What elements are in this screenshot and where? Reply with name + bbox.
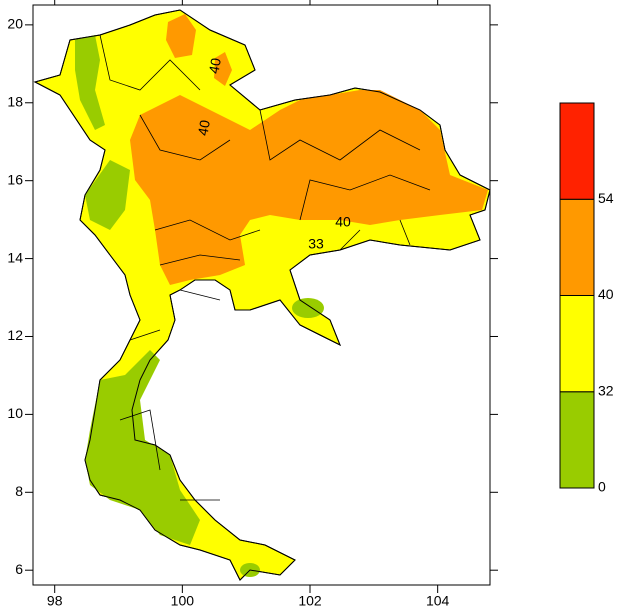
colorbar-box <box>559 198 595 296</box>
green-region <box>85 160 130 230</box>
map-regions <box>33 9 491 581</box>
colorbar-box <box>559 295 595 393</box>
y-tick-label: 16 <box>7 171 23 187</box>
colorbar-box <box>559 391 595 489</box>
y-tick-label: 20 <box>7 16 23 32</box>
orange-region <box>214 52 232 86</box>
orange-region <box>166 14 196 58</box>
contour-label: 40 <box>194 119 212 137</box>
y-tick-label: 6 <box>15 561 23 577</box>
x-tick-label: 98 <box>47 593 63 609</box>
contour-label: 40 <box>335 214 351 230</box>
outline <box>33 9 491 581</box>
colorbar-label: 32 <box>598 382 614 398</box>
green-region <box>292 298 324 318</box>
green-region <box>85 350 200 545</box>
contour-label: 40 <box>205 57 223 75</box>
green-region <box>75 35 105 130</box>
colorbar-label: 54 <box>598 190 614 206</box>
y-tick-label: 18 <box>7 93 23 109</box>
contour-label: 33 <box>308 236 324 252</box>
y-tick-label: 12 <box>7 327 23 343</box>
colorbar-label: 40 <box>598 286 614 302</box>
x-tick-label: 100 <box>171 593 195 609</box>
colorbar-label: 0 <box>598 479 606 495</box>
x-tick-label: 102 <box>298 593 322 609</box>
plot-frame <box>32 4 491 586</box>
y-tick-label: 14 <box>7 249 23 265</box>
province-borders <box>99 34 431 501</box>
y-tick-label: 8 <box>15 483 23 499</box>
x-tick-label: 104 <box>426 593 450 609</box>
orange-region <box>130 90 488 285</box>
y-tick-label: 10 <box>7 405 23 421</box>
colorbar-box <box>559 102 595 200</box>
